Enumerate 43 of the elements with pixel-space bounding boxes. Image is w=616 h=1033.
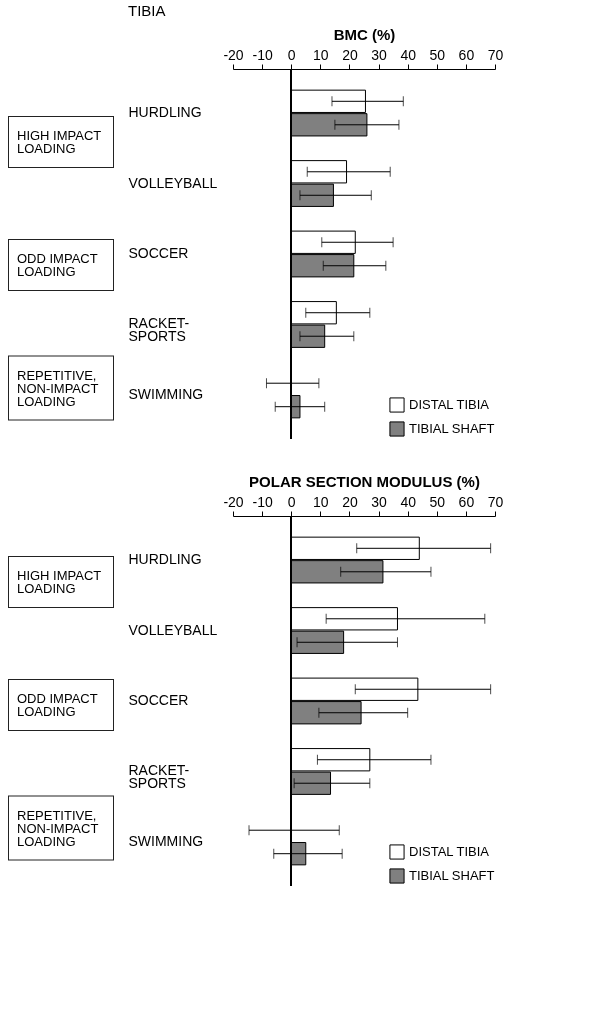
- x-tick-label: 70: [487, 46, 504, 63]
- x-tick-label: 10: [313, 493, 329, 510]
- y-tick-label: SOCCER: [128, 245, 189, 261]
- x-tick-label: 40: [400, 493, 417, 510]
- label-box: ODD IMPACT LOADING: [8, 239, 114, 291]
- y-tick-label: SWIMMING: [128, 385, 204, 402]
- y-tick-label: RACKET-SPORTS: [128, 762, 190, 792]
- legend-label: DISTAL TIBIA: [409, 397, 490, 412]
- chart-title: TIBIA: [128, 2, 166, 19]
- legend-label: TIBIAL SHAFT: [409, 868, 495, 883]
- x-tick-label: 10: [313, 46, 329, 63]
- y-tick-label: VOLLEYBALL: [128, 174, 218, 191]
- x-tick-label: 30: [371, 46, 388, 63]
- y-tick-label: SWIMMING: [128, 832, 204, 849]
- x-tick-label: 60: [458, 493, 475, 510]
- x-tick-label: 70: [487, 493, 504, 510]
- x-tick-label: 40: [400, 46, 417, 63]
- x-tick-label: 50: [429, 46, 446, 63]
- x-tick-label: -20: [223, 46, 244, 63]
- x-tick-label: -10: [252, 46, 273, 63]
- x-axis-title: BMC (%): [333, 25, 396, 43]
- x-tick-label: 0: [287, 46, 296, 63]
- x-tick-label: 30: [371, 493, 388, 510]
- y-tick-label: HURDLING: [128, 551, 202, 568]
- legend-label: DISTAL TIBIA: [409, 844, 490, 859]
- legend-label: TIBIAL SHAFT: [409, 421, 495, 436]
- y-tick-label: SOCCER: [128, 692, 189, 708]
- y-tick-label: HURDLING: [128, 104, 202, 121]
- x-tick-label: 20: [342, 493, 358, 510]
- x-tick-label: 20: [342, 46, 358, 63]
- x-tick-label: 50: [429, 493, 446, 510]
- x-axis-title: POLAR SECTION MODULUS (%): [249, 472, 480, 490]
- y-tick-label: RACKET-SPORTS: [128, 315, 190, 345]
- label-box: HIGH IMPACT LOADING: [8, 555, 114, 608]
- x-tick-label: 0: [287, 493, 296, 510]
- x-tick-label: 60: [458, 46, 475, 63]
- label-box: REPETITIVE, NON-IMPACT LOADING: [8, 355, 114, 421]
- x-tick-label: -20: [223, 493, 244, 510]
- label-box: ODD IMPACT LOADING: [8, 679, 114, 731]
- x-tick-label: -10: [252, 493, 273, 510]
- label-box: REPETITIVE, NON-IMPACT LOADING: [8, 795, 114, 861]
- y-tick-label: VOLLEYBALL: [128, 621, 218, 638]
- label-box: HIGH IMPACT LOADING: [8, 115, 114, 168]
